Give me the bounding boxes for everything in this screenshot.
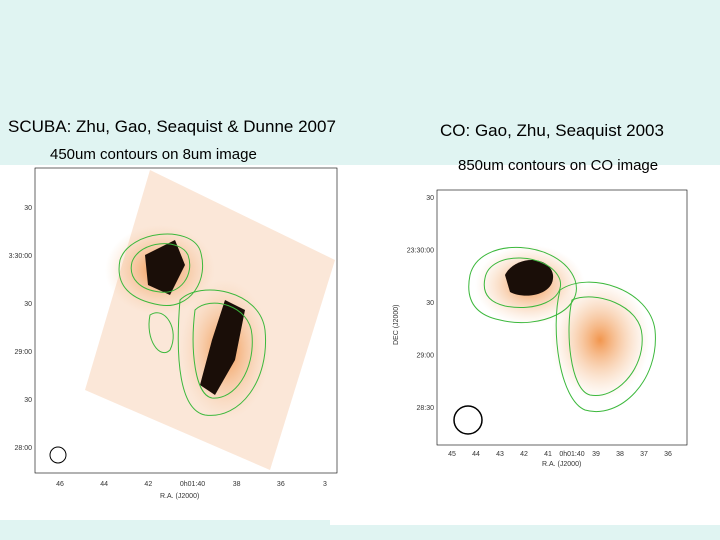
x-tick-label: 0h01:40 [180,481,205,488]
x-tick-label: 46 [56,481,64,488]
y-tick-label: 30 [24,397,32,404]
x-tick-label: 44 [100,481,108,488]
right-subtitle: 850um contours on CO image [458,157,658,174]
x-tick-label: 3 [323,481,327,488]
x-tick-label: 44 [472,451,480,458]
y-tick-label: 29:00 [416,353,434,360]
x-tick-label: 42 [520,451,528,458]
y-tick-label: 30 [426,195,434,202]
y-tick-label: 28:30 [416,405,434,412]
left-x-label: R.A. (J2000) [160,493,199,500]
x-tick-label: 42 [144,481,152,488]
left-title: SCUBA: Zhu, Gao, Seaquist & Dunne 2007 [8,117,336,136]
x-tick-label: 38 [616,451,624,458]
x-tick-label: 39 [592,451,600,458]
x-tick-label: 43 [496,451,504,458]
x-tick-label: 45 [448,451,456,458]
y-tick-label: 3:30:00 [9,253,32,260]
y-tick-label: 30 [426,300,434,307]
y-tick-label: 30 [24,205,32,212]
right-x-label: R.A. (J2000) [542,461,581,468]
x-tick-label: 36 [664,451,672,458]
x-tick-label: 0h01:40 [559,451,584,458]
right-title: CO: Gao, Zhu, Seaquist 2003 [440,121,664,140]
y-tick-label: 29:00 [14,349,32,356]
y-tick-label: 30 [24,301,32,308]
x-tick-label: 38 [233,481,241,488]
x-tick-label: 37 [640,451,648,458]
x-tick-label: 41 [544,451,552,458]
x-tick-label: 36 [277,481,285,488]
right-y-label: DEC (J2000) [393,305,400,345]
right-image [436,189,688,446]
y-tick-label: 23:30:00 [407,248,434,255]
y-tick-label: 28:00 [14,445,32,452]
left-image [34,167,338,474]
left-subtitle: 450um contours on 8um image [50,146,257,163]
